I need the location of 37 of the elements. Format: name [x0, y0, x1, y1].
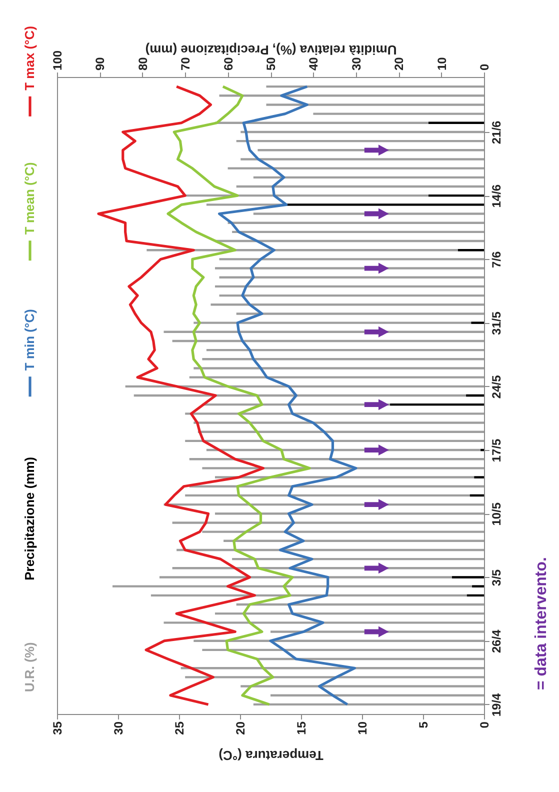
x2-tick-label: 100 — [50, 50, 64, 70]
x2-tick-label: 20 — [392, 56, 406, 70]
x-tick-label: 35 — [50, 721, 64, 735]
y-tick-label: 17/5 — [490, 438, 504, 462]
x2-tick-label: 40 — [306, 56, 321, 70]
y-tick-label: 24/5 — [490, 374, 504, 399]
x2-tick-label: 60 — [221, 56, 236, 70]
x-tick-label: 25 — [172, 721, 186, 735]
text: T max (°C) — [22, 26, 37, 90]
text: = data intervento. — [533, 557, 550, 690]
y-tick-label: 26/4 — [490, 629, 504, 654]
text: Precipitazione (mm) — [22, 456, 37, 580]
x-axis-title: Temperatura (°C) — [218, 748, 324, 763]
x2-tick-label: 70 — [178, 56, 193, 70]
text: T min (°C) — [22, 309, 37, 371]
x2-tick-label: 50 — [264, 56, 278, 70]
x-tick-label: 15 — [294, 721, 308, 735]
x2-tick-label: 10 — [434, 56, 449, 70]
y-tick-label: 3/5 — [490, 569, 504, 586]
x2-tick-label: 90 — [93, 56, 108, 70]
x2-axis-title: Umidità relativa (%), Precipitazione (mm) — [145, 42, 397, 58]
x-tick-label: 30 — [112, 721, 126, 735]
x-tick-label: 10 — [356, 721, 370, 735]
text: T mean (°C) — [22, 162, 37, 235]
y-tick-label: 14/6 — [490, 184, 504, 208]
x2-tick-label: 80 — [136, 56, 150, 70]
y-tick-label: 10/5 — [490, 502, 504, 526]
x2-tick-label: 0 — [478, 64, 492, 70]
y-tick-label: 19/4 — [490, 692, 504, 717]
x-tick-label: 20 — [234, 721, 248, 735]
y-tick-label: 31/5 — [490, 311, 504, 335]
y-tick-label: 21/6 — [490, 120, 504, 144]
x-tick-label: 5 — [416, 721, 430, 728]
x2-tick-label: 30 — [349, 56, 364, 70]
x-tick-label: 0 — [478, 721, 492, 728]
text: U.R. (%) — [22, 642, 37, 692]
y-tick-label: 7/6 — [490, 251, 504, 268]
